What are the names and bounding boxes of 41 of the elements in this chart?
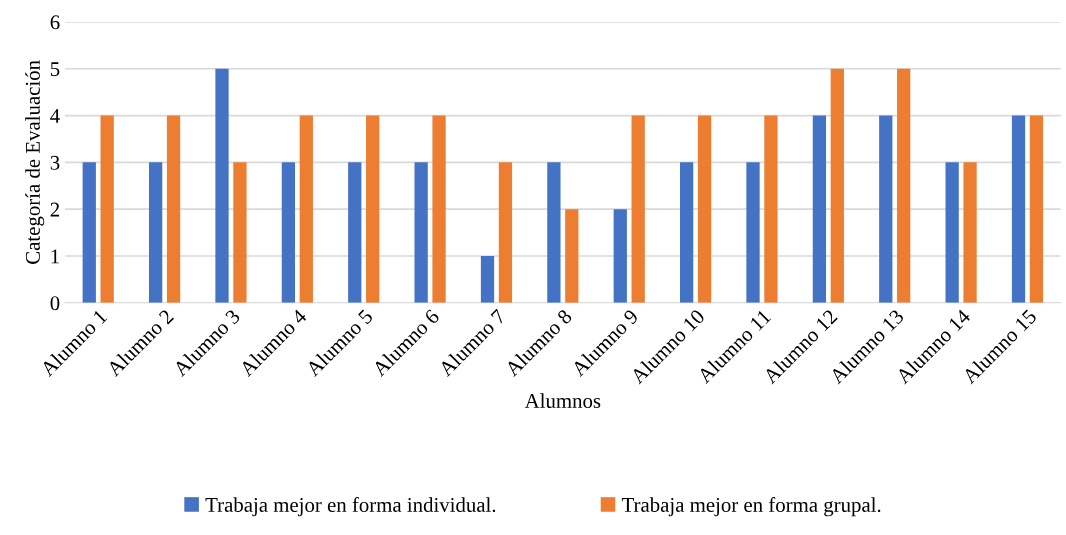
bar bbox=[215, 68, 229, 303]
bar bbox=[897, 68, 911, 303]
y-tick-label: 0 bbox=[50, 296, 60, 311]
bar bbox=[764, 115, 778, 303]
bar bbox=[148, 162, 163, 303]
y-tick-label: 6 bbox=[50, 15, 60, 30]
bar bbox=[680, 162, 694, 303]
bar bbox=[613, 209, 627, 303]
bar bbox=[746, 162, 760, 303]
bar bbox=[166, 115, 181, 303]
y-tick-label: 2 bbox=[50, 202, 60, 217]
y-tick-label: 3 bbox=[50, 155, 60, 170]
bar bbox=[1011, 115, 1026, 303]
bar bbox=[963, 162, 977, 303]
bar bbox=[233, 162, 247, 303]
bar bbox=[565, 209, 579, 303]
bar bbox=[830, 68, 844, 303]
bar bbox=[432, 115, 446, 303]
bar bbox=[1029, 115, 1044, 303]
bar bbox=[498, 162, 513, 303]
y-tick-label: 1 bbox=[51, 249, 59, 264]
bar bbox=[697, 115, 712, 303]
bar bbox=[945, 162, 959, 303]
bar bbox=[348, 162, 362, 303]
legend-label: Trabaja mejor en forma grupal. bbox=[621, 497, 881, 517]
bar bbox=[366, 115, 380, 303]
bar bbox=[879, 115, 893, 303]
bar bbox=[414, 162, 428, 303]
bar bbox=[631, 115, 645, 303]
bar bbox=[547, 162, 561, 303]
legend-label: Trabaja mejor en forma individual. bbox=[205, 497, 496, 517]
bar bbox=[100, 115, 114, 303]
bar bbox=[299, 115, 313, 303]
bar bbox=[281, 162, 296, 303]
bar bbox=[480, 256, 495, 303]
y-tick-label: 5 bbox=[50, 62, 60, 77]
y-axis-title: Categoría de Evaluación bbox=[25, 60, 45, 264]
x-axis-title: Alumnos bbox=[524, 393, 601, 408]
bar bbox=[82, 162, 96, 303]
y-tick-label: 4 bbox=[50, 109, 60, 123]
bar bbox=[812, 115, 827, 303]
